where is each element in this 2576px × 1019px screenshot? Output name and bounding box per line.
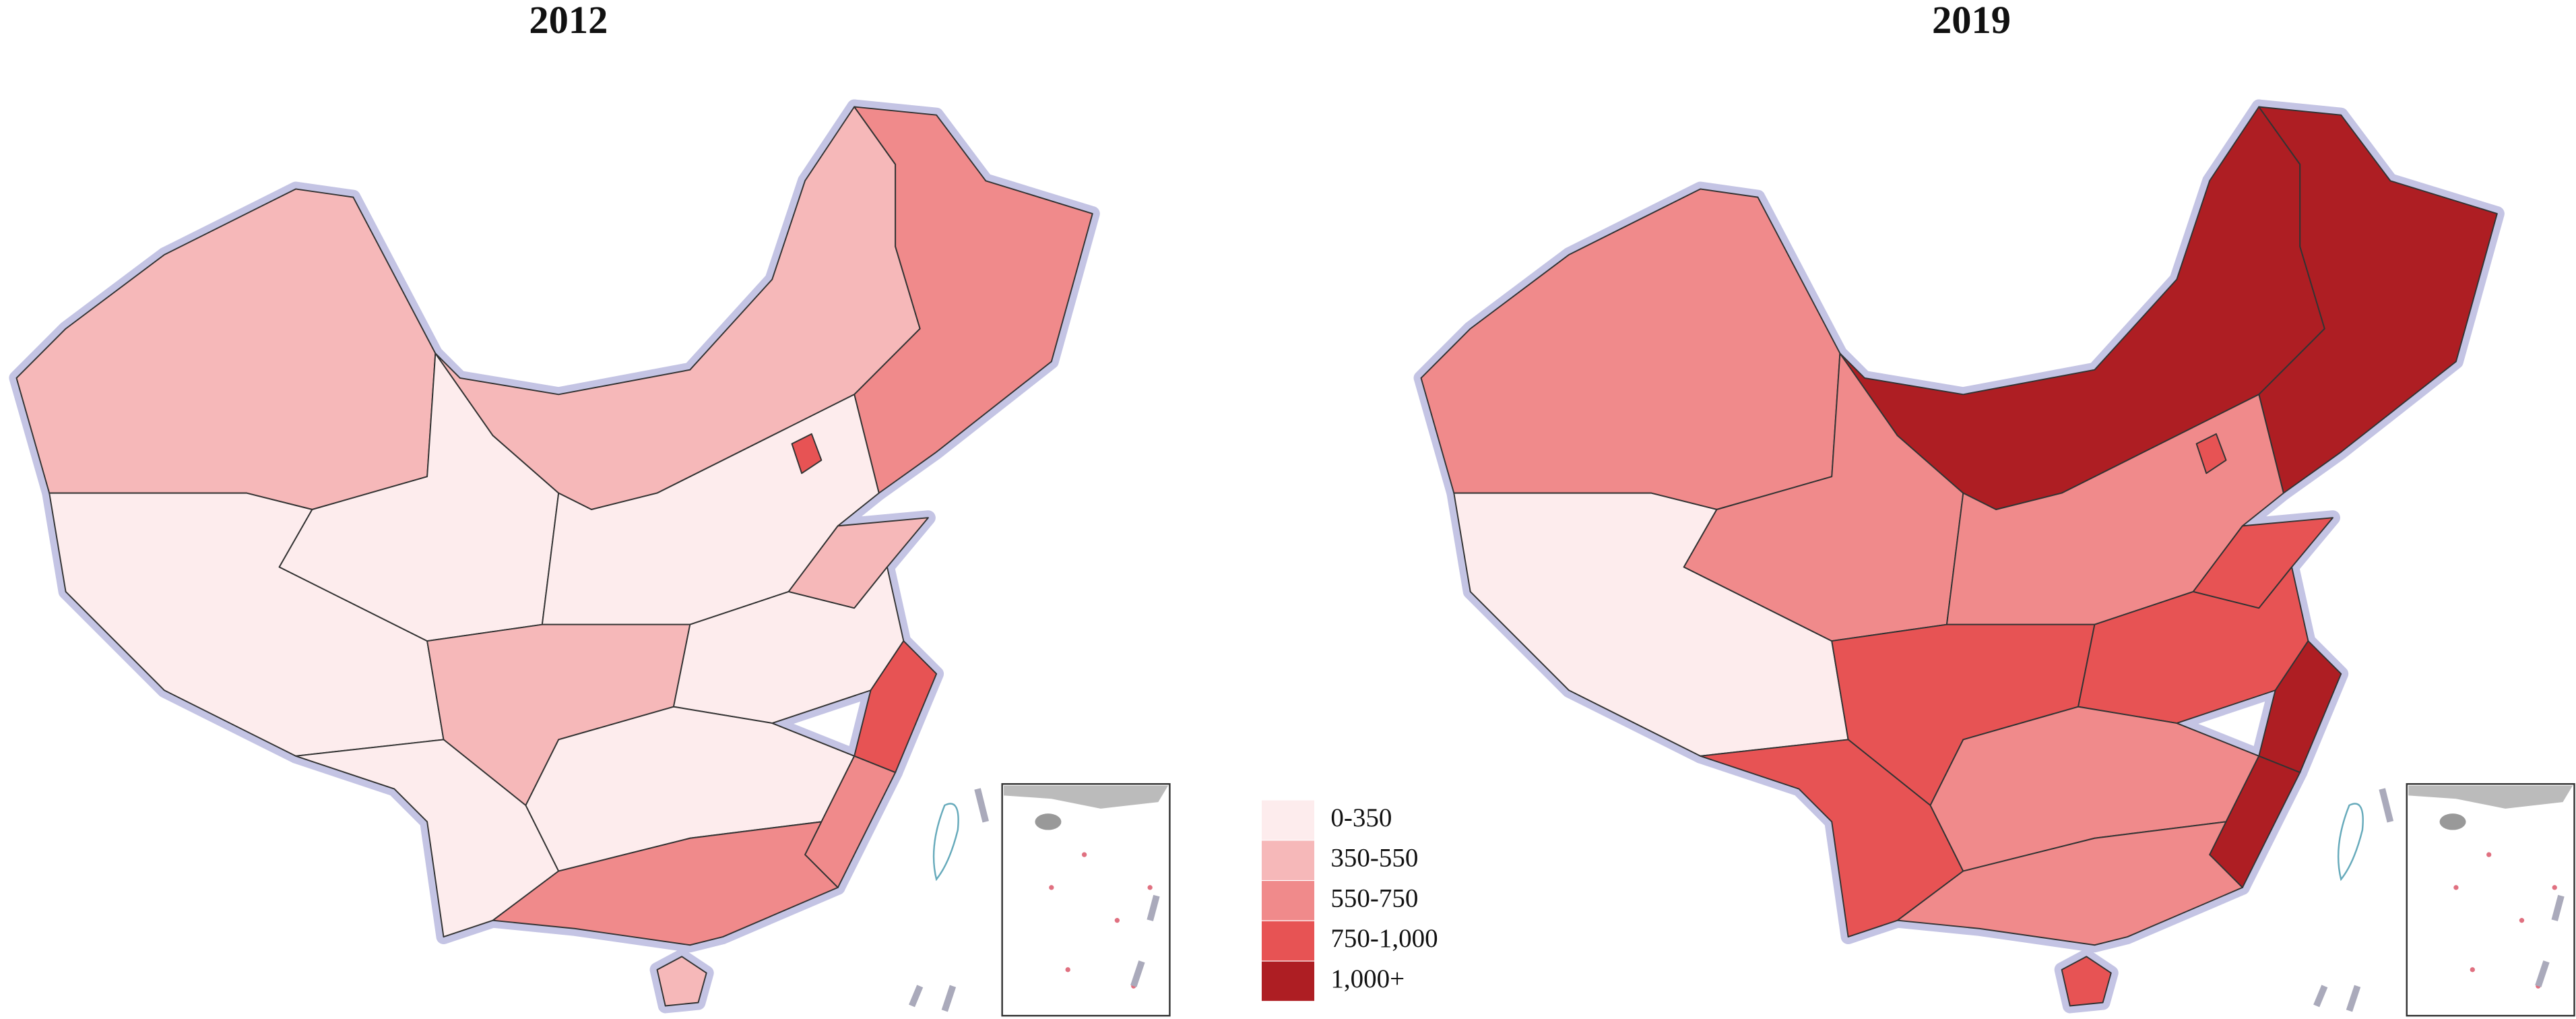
inset-islet xyxy=(1147,885,1153,890)
inset-land xyxy=(2408,785,2573,809)
province-region xyxy=(2061,956,2112,1007)
province-region xyxy=(492,821,839,946)
province-region xyxy=(2195,433,2227,474)
south-china-sea-inset xyxy=(1001,783,1171,1017)
province-region xyxy=(15,188,437,510)
boundary-dash xyxy=(1130,960,1145,987)
province-region xyxy=(791,433,823,474)
inset-island xyxy=(2439,813,2466,830)
boundary-dash xyxy=(2379,788,2394,823)
legend: 0-350 350-550 550-750 750-1,000 1,000+ xyxy=(1261,800,1438,1001)
province-region xyxy=(1896,821,2243,946)
legend-label: 1,000+ xyxy=(1330,964,1405,993)
legend-swatch xyxy=(1261,921,1315,961)
boundary-dash xyxy=(941,985,957,1012)
province-region xyxy=(2258,106,2498,494)
south-china-sea-inset xyxy=(2406,783,2575,1017)
china-map-2019 xyxy=(1413,99,2575,1017)
map-title: 2012 xyxy=(529,0,608,42)
taiwan xyxy=(2337,803,2364,882)
boundary-dash xyxy=(2346,985,2361,1012)
map-title: 2019 xyxy=(1932,0,2011,42)
inset-islet xyxy=(1114,918,1120,923)
inset-land xyxy=(1004,785,1168,809)
inset-islet xyxy=(1081,852,1087,857)
taiwan xyxy=(932,803,959,882)
legend-swatch xyxy=(1261,840,1315,880)
province-region xyxy=(2258,640,2342,774)
boundary-dash xyxy=(2535,960,2550,987)
province-region xyxy=(656,956,707,1007)
legend-swatch xyxy=(1261,800,1315,840)
boundary-dash xyxy=(909,985,924,1008)
boundary-dash xyxy=(2551,894,2565,921)
legend-label: 0-350 xyxy=(1330,803,1392,832)
inset-island xyxy=(1035,813,1062,830)
legend-label: 350-550 xyxy=(1330,844,1418,873)
inset-islet xyxy=(1065,967,1070,972)
legend-swatch xyxy=(1261,961,1315,1001)
boundary-dash xyxy=(1147,894,1160,921)
inset-islet xyxy=(1049,885,1054,890)
inset-islet xyxy=(2486,852,2492,857)
inset-islet xyxy=(2470,967,2475,972)
china-map-2012 xyxy=(9,99,1171,1017)
legend-swatch xyxy=(1261,881,1315,921)
boundary-dash xyxy=(2313,985,2328,1008)
province-region xyxy=(1420,188,1841,510)
province-region xyxy=(854,106,1093,494)
boundary-dash xyxy=(974,788,990,823)
legend-label: 550-750 xyxy=(1330,884,1418,913)
legend-label: 750-1,000 xyxy=(1330,924,1438,953)
inset-islet xyxy=(2453,885,2459,890)
province-region xyxy=(854,640,938,774)
inset-islet xyxy=(2519,918,2525,923)
inset-islet xyxy=(2552,885,2557,890)
